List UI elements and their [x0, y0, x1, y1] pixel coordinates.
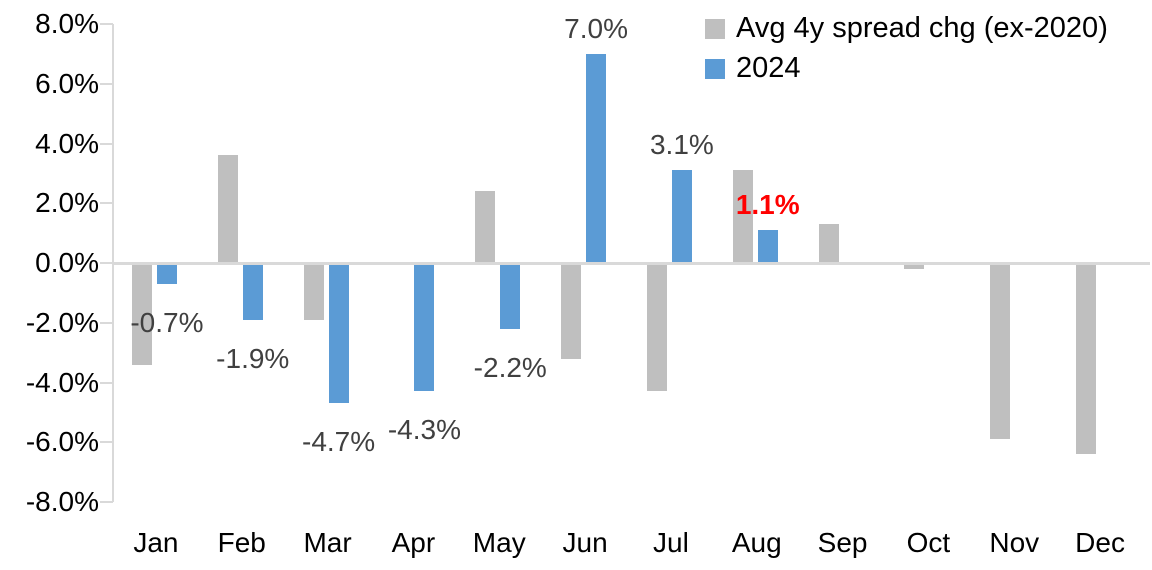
bar-mar-avg	[303, 263, 324, 320]
bar-nov-avg	[990, 263, 1011, 440]
x-label-mar: Mar	[303, 527, 352, 558]
bar-jan-s2024	[156, 263, 177, 284]
bar-aug-s2024	[757, 230, 778, 263]
x-label-feb: Feb	[217, 527, 266, 558]
bar-aug-avg	[732, 170, 753, 263]
x-label-dec: Dec	[1075, 527, 1125, 558]
y-tick-label: 6.0%	[35, 67, 99, 99]
data-label-may: -2.2%	[473, 351, 547, 383]
y-tick-label: -4.0%	[25, 366, 99, 398]
bar-jun-s2024	[586, 53, 607, 263]
data-label-jan: -0.7%	[130, 306, 204, 338]
bar-jan-avg	[131, 263, 152, 365]
y-tick-mark	[100, 321, 113, 324]
y-tick-mark	[100, 441, 113, 444]
y-tick-mark	[100, 82, 113, 85]
bar-oct-avg	[904, 263, 925, 269]
bar-feb-s2024	[242, 263, 263, 320]
zero-baseline	[113, 262, 1150, 265]
y-tick-mark	[100, 23, 113, 25]
x-label-jul: Jul	[653, 527, 689, 558]
legend-swatch-icon	[705, 58, 725, 79]
data-label-jun: 7.0%	[564, 12, 628, 44]
x-label-aug: Aug	[731, 527, 782, 558]
x-label-jan: Jan	[133, 527, 179, 558]
x-label-sep: Sep	[817, 527, 868, 558]
x-label-apr: Apr	[391, 527, 436, 558]
y-tick-mark	[100, 501, 113, 503]
x-label-jun: Jun	[562, 527, 608, 558]
legend-entry-1: 2024	[705, 50, 1108, 87]
data-label-feb: -1.9%	[216, 342, 290, 374]
bar-jun-avg	[561, 263, 582, 359]
legend-entry-0: Avg 4y spread chg (ex-2020)	[705, 10, 1108, 47]
bar-dec-avg	[1076, 263, 1097, 455]
bar-may-avg	[475, 191, 496, 263]
y-tick-label: -8.0%	[25, 486, 99, 517]
data-label-apr: -4.3%	[387, 414, 461, 446]
y-tick-label: -6.0%	[25, 426, 99, 458]
y-tick-label: 2.0%	[35, 187, 99, 219]
y-tick-mark	[100, 381, 113, 384]
legend-swatch-icon	[705, 18, 725, 39]
legend-label: 2024	[736, 52, 801, 84]
data-label-jul: 3.1%	[649, 129, 714, 161]
bar-mar-s2024	[328, 263, 349, 404]
y-tick-label: -2.0%	[25, 306, 99, 338]
bar-sep-avg	[818, 224, 839, 263]
data-label-aug: 1.1%	[735, 189, 800, 221]
y-tick-mark	[100, 262, 113, 264]
bar-apr-s2024	[414, 263, 435, 392]
y-tick-label: 4.0%	[35, 127, 99, 159]
bar-feb-avg	[217, 155, 238, 263]
legend-label: Avg 4y spread chg (ex-2020)	[736, 12, 1108, 44]
bar-jul-s2024	[671, 170, 692, 263]
x-label-oct: Oct	[906, 527, 951, 558]
x-label-may: May	[472, 527, 526, 558]
y-tick-mark	[100, 142, 113, 145]
bar-jul-avg	[646, 263, 667, 392]
y-tick-label: 0.0%	[35, 247, 99, 278]
bar-may-s2024	[500, 263, 521, 329]
data-label-mar: -4.7%	[302, 426, 376, 458]
x-label-nov: Nov	[989, 527, 1040, 558]
legend: Avg 4y spread chg (ex-2020) 2024	[705, 10, 1108, 87]
y-tick-mark	[100, 202, 113, 205]
y-tick-label: 8.0%	[35, 8, 99, 39]
